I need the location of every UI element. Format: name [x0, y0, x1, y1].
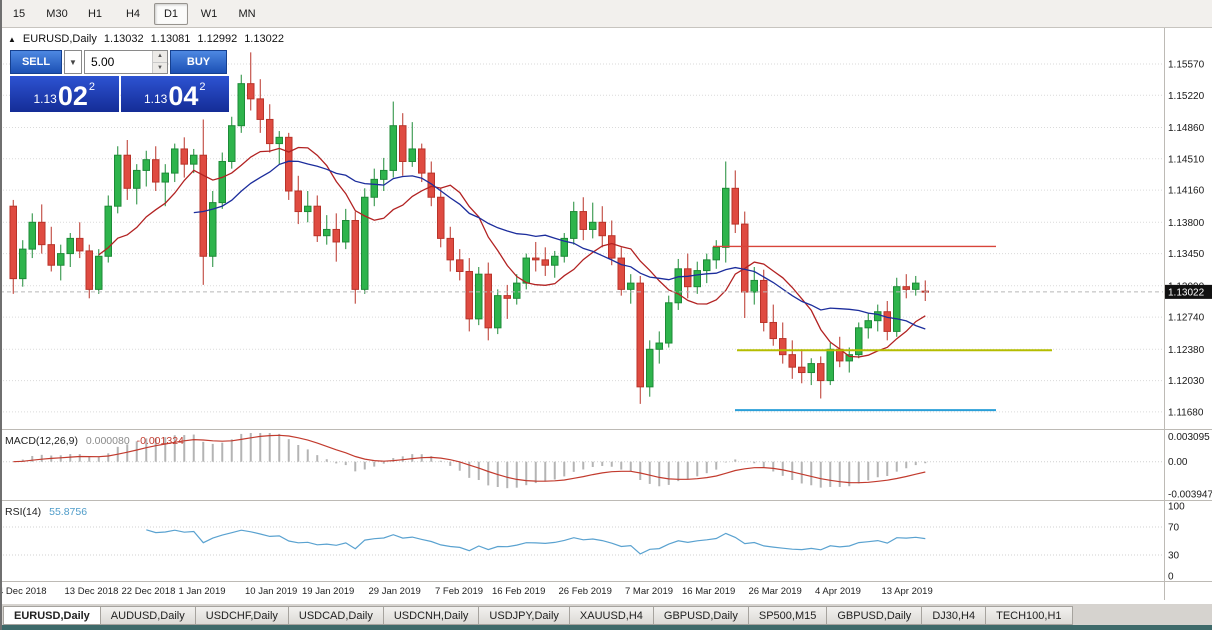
chart-tab-usdjpy-daily[interactable]: USDJPY,Daily — [479, 606, 570, 625]
buy-price-sup: 2 — [199, 81, 206, 93]
date-axis-label: 22 Dec 2018 — [122, 586, 176, 597]
timeframe-h4[interactable]: H4 — [125, 7, 141, 20]
macd-axis-label: 0.00 — [1168, 457, 1188, 468]
price-axis-label: 1.13800 — [1168, 218, 1205, 229]
date-axis-label: 26 Mar 2019 — [749, 586, 802, 597]
buy-button[interactable]: BUY — [170, 50, 227, 74]
macd-axis-label: 0.003095 — [1168, 432, 1210, 443]
collapse-one-click-icon[interactable]: ▲ — [8, 34, 16, 44]
rsi-axis-label: 0 — [1168, 572, 1174, 583]
buy-price-tile[interactable]: 1.13 04 2 — [120, 76, 229, 112]
rsi-label: RSI(14) 55.8756 — [5, 506, 87, 518]
chart-tab-gbpusd-daily[interactable]: GBPUSD,Daily — [653, 606, 749, 625]
date-axis-label: 19 Jan 2019 — [302, 586, 354, 597]
date-axis-label: 4 Apr 2019 — [815, 586, 861, 597]
chart-symbol: EURUSD,Daily — [22, 33, 97, 45]
rsi-axis-label: 30 — [1168, 551, 1180, 562]
chart-tab-dj30-h4[interactable]: DJ30,H4 — [922, 606, 987, 625]
price-axis-label: 1.15220 — [1168, 91, 1205, 102]
date-axis-label: 7 Mar 2019 — [625, 586, 673, 597]
window-bottom-edge — [0, 625, 1212, 630]
chart-tab-tech100-h1[interactable]: TECH100,H1 — [986, 606, 1073, 625]
current-price-badge: 1.13022 — [1168, 287, 1205, 298]
buy-price-small: 1.13 — [143, 92, 168, 106]
date-axis-label: 26 Feb 2019 — [559, 586, 612, 597]
macd-value-main: 0.000080 — [85, 435, 130, 447]
chart-tab-sp500-m15[interactable]: SP500,M15 — [748, 606, 828, 625]
chart-tab-bar: EURUSD,Daily AUDUSD,Daily USDCHF,Daily USDC… — [0, 604, 1212, 625]
price-axis-label: 1.12380 — [1168, 345, 1205, 356]
buy-price-big: 04 — [168, 81, 199, 112]
timeframe-toolbar: 15 M30 H1 H4 D1 W1 MN — [0, 0, 1212, 28]
timeframe-w1[interactable]: W1 — [200, 7, 218, 20]
rsi-value: 55.8756 — [49, 506, 88, 518]
date-axis-label: 16 Feb 2019 — [492, 586, 545, 597]
sell-price-tile[interactable]: 1.13 02 2 — [10, 76, 119, 112]
macd-name: MACD(12,26,9) — [5, 435, 78, 447]
ohlc-open: 1.13032 — [103, 33, 144, 45]
rsi-name: RSI(14) — [5, 506, 42, 518]
price-axis-label: 1.15570 — [1168, 59, 1205, 70]
sell-price-small: 1.13 — [33, 92, 57, 106]
macd-value-signal: -0.001324 — [136, 435, 184, 447]
volume-dropdown-button[interactable]: ▼ — [64, 50, 82, 74]
date-axis-label: 4 Dec 2018 — [0, 586, 47, 597]
window-left-edge — [0, 0, 2, 630]
chart-tab-gbpusd-daily[interactable]: GBPUSD,Daily — [827, 606, 923, 625]
price-axis-label: 1.12030 — [1168, 376, 1205, 387]
rsi-axis-label: 70 — [1168, 523, 1180, 534]
volume-spin-up-icon[interactable]: ▲ — [153, 51, 167, 63]
one-click-trading-panel: SELL ▼ ▲ ▼ BUY 1.13 02 2 1.13 04 2 — [10, 50, 229, 112]
chart-tab-xauusd-h4[interactable]: XAUUSD,H4 — [569, 606, 654, 625]
chart-tab-audusd-daily[interactable]: AUDUSD,Daily — [100, 606, 196, 625]
date-axis-label: 13 Dec 2018 — [65, 586, 119, 597]
price-axis-label: 1.14860 — [1168, 123, 1205, 134]
chart-tab-usdcnh-daily[interactable]: USDCNH,Daily — [383, 606, 480, 625]
date-axis-label: 29 Jan 2019 — [369, 586, 421, 597]
timeframe-mn[interactable]: MN — [238, 7, 256, 20]
ohlc-close: 1.13022 — [244, 33, 284, 45]
price-axis-label: 1.13450 — [1168, 249, 1205, 260]
chart-tab-usdchf-daily[interactable]: USDCHF,Daily — [195, 606, 289, 625]
price-axis-label: 1.11680 — [1168, 407, 1204, 418]
timeframe-15[interactable]: 15 — [12, 7, 26, 20]
date-axis-label: 1 Jan 2019 — [179, 586, 226, 597]
ohlc-low: 1.12992 — [197, 33, 238, 45]
chart-tab-eurusd-daily[interactable]: EURUSD,Daily — [3, 606, 101, 625]
price-axis-label: 1.12740 — [1168, 313, 1205, 324]
date-axis-label: 7 Feb 2019 — [435, 586, 483, 597]
macd-label: MACD(12,26,9) 0.000080 -0.001324 — [5, 435, 184, 447]
price-axis-label: 1.14510 — [1168, 154, 1205, 165]
macd-axis-label: -0.003947 — [1168, 489, 1212, 500]
date-axis-label: 13 Apr 2019 — [882, 586, 933, 597]
price-axis-label: 1.14160 — [1168, 186, 1205, 197]
timeframe-h1[interactable]: H1 — [87, 7, 103, 20]
ohlc-high: 1.13081 — [150, 33, 191, 45]
sell-price-sup: 2 — [88, 81, 96, 93]
volume-input[interactable] — [85, 54, 151, 70]
sell-button[interactable]: SELL — [10, 50, 62, 74]
date-axis-label: 16 Mar 2019 — [682, 586, 735, 597]
timeframe-d1[interactable]: D1 — [154, 2, 188, 25]
rsi-axis-label: 100 — [1168, 502, 1185, 513]
volume-spinner: ▲ ▼ — [152, 51, 167, 73]
volume-field-wrap: ▲ ▼ — [84, 50, 168, 74]
volume-spin-down-icon[interactable]: ▼ — [153, 62, 167, 73]
sell-price-big: 02 — [57, 81, 88, 112]
date-axis-label: 10 Jan 2019 — [245, 586, 297, 597]
chart-ohlc-info: ▲ EURUSD,Daily 1.13032 1.13081 1.12992 1… — [8, 33, 284, 45]
chart-tab-usdcad-daily[interactable]: USDCAD,Daily — [288, 606, 384, 625]
timeframe-m30[interactable]: M30 — [46, 7, 68, 20]
